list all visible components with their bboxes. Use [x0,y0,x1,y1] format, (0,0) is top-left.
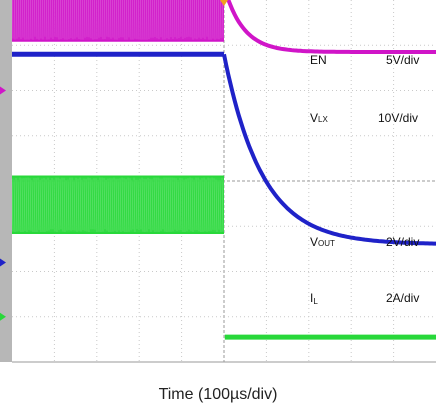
left-margin-strip [0,0,12,362]
label-vout: VOUT [310,235,335,249]
channel-markers [0,0,228,321]
channel-marker-vout [0,258,6,267]
label-il: IL [310,291,318,306]
traces [11,0,436,340]
trace-vlx-decay [226,0,436,54]
channel-marker-vlx [0,86,6,95]
label-vlx: VLX [310,111,328,125]
scale-en: 5V/div [386,53,419,67]
label-en: EN [310,53,327,67]
trace-il-band [12,176,224,234]
channel-marker-il [0,312,6,321]
x-axis-label: Time (100µs/div) [158,386,278,403]
trace-vlx-band [12,0,224,41]
scale-vout: 2V/div [386,235,419,249]
scale-il: 2A/div [386,291,419,305]
trace-vout-decay [222,53,436,246]
trace-il-band-texture [11,176,226,234]
scale-vlx: 10V/div [378,111,418,125]
trigger-marker [220,0,228,6]
